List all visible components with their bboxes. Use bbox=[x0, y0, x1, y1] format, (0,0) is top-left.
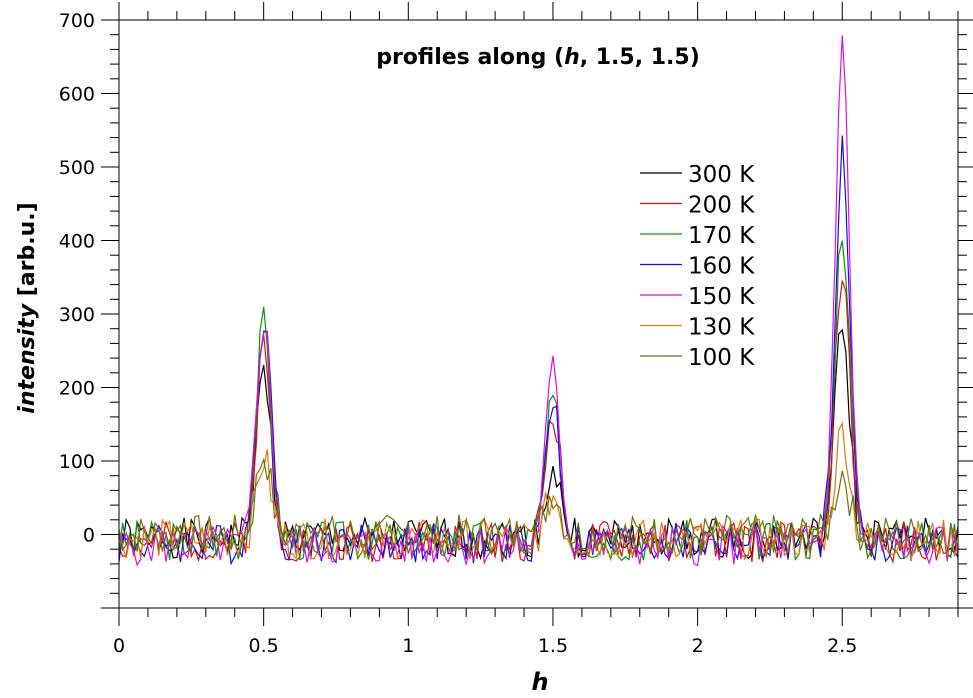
x-tick-label: 1 bbox=[402, 635, 414, 657]
legend-label: 150 K bbox=[688, 284, 755, 310]
y-tick-label: 500 bbox=[59, 157, 95, 179]
tick-label-layer: 0 0.5 1 1.5 2 2.5 0 100 200 300 400 500 600 700 bbox=[59, 10, 858, 657]
legend-label: 160 K bbox=[688, 254, 755, 280]
series-line bbox=[119, 421, 958, 562]
tick-layer bbox=[101, 2, 973, 626]
legend-label: 100 K bbox=[688, 345, 755, 371]
legend: 300 K 200 K 170 K 160 K 150 K 130 K 100 K bbox=[640, 162, 755, 371]
series-line bbox=[119, 280, 958, 565]
chart-title: profiles along (h, 1.5, 1.5) bbox=[376, 45, 700, 70]
series-line bbox=[119, 35, 958, 567]
legend-label: 300 K bbox=[688, 162, 755, 188]
x-tick-label: 2.5 bbox=[827, 635, 857, 657]
legend-label: 130 K bbox=[688, 315, 755, 341]
y-tick-label: 400 bbox=[59, 231, 95, 253]
y-tick-label: 700 bbox=[59, 10, 95, 32]
x-tick-label: 0.5 bbox=[249, 635, 279, 657]
y-tick-label: 200 bbox=[59, 378, 95, 400]
x-tick-label: 0 bbox=[113, 635, 125, 657]
series-line bbox=[119, 457, 958, 557]
y-tick-label: 600 bbox=[59, 84, 95, 106]
series-layer bbox=[119, 35, 958, 567]
y-axis-label: intensity [arb.u.] bbox=[15, 202, 40, 413]
x-tick-label: 1.5 bbox=[538, 635, 568, 657]
y-tick-label: 0 bbox=[83, 525, 95, 547]
x-tick-label: 2 bbox=[692, 635, 704, 657]
legend-label: 170 K bbox=[688, 223, 755, 249]
legend-label: 200 K bbox=[688, 193, 755, 219]
y-tick-label: 300 bbox=[59, 304, 95, 326]
y-tick-label: 100 bbox=[59, 451, 95, 473]
x-axis-label: h bbox=[531, 668, 548, 696]
